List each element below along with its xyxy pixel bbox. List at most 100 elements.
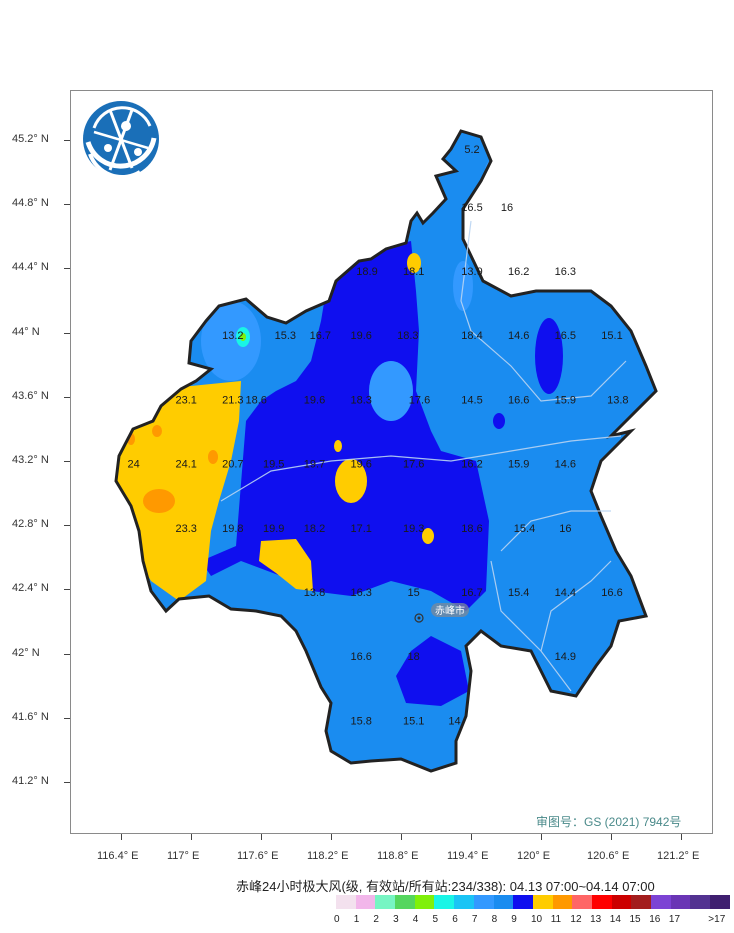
latitude-label: 41.6° N: [12, 710, 49, 723]
legend-swatch: [670, 895, 691, 909]
longitude-label: 117.6° E: [237, 850, 279, 862]
legend-swatch: [690, 895, 711, 909]
map-frame: 5.2 16.5 16 18.9 18.1 13.9 16.2 16.3 13.2 15.3 16.…: [70, 90, 713, 834]
station-value: 15.1: [601, 330, 622, 342]
legend-swatch: [710, 895, 730, 909]
legend-swatch: [434, 895, 455, 909]
latitude-tick: [64, 589, 70, 591]
longitude-label: 119.4° E: [447, 850, 489, 862]
legend-swatch: [454, 895, 474, 909]
latitude-tick: [64, 782, 70, 783]
station-value: 24.1: [175, 459, 196, 471]
latitude-label: 41.2° N: [12, 775, 49, 787]
station-value: 15.9: [555, 394, 576, 406]
wind-level-11-area: [152, 425, 162, 437]
legend-label: 16: [649, 914, 661, 925]
station-value: 16.7: [310, 330, 331, 342]
legend-label: 0: [334, 914, 340, 925]
station-value: 19.5: [263, 459, 284, 471]
legend-label: 4: [412, 914, 419, 925]
wind-level-4-area: [240, 333, 246, 341]
station-value: 16.3: [555, 266, 576, 278]
latitude-tick: [64, 396, 70, 398]
station-value: 16.3: [350, 587, 371, 599]
legend-labels: 0 1 2 3 4 5 6 7 8 9 10 11 12 13 14 15 16 17 >17: [330, 914, 730, 928]
station-value: 14.4: [555, 587, 576, 599]
latitude-label: 43.2° N: [12, 454, 49, 466]
longitude-tick: [401, 834, 402, 840]
region-boundary: [114, 129, 658, 773]
legend-label: 1: [353, 914, 360, 925]
legend-label: 12: [570, 914, 582, 925]
river-line: [540, 560, 612, 652]
river-line: [490, 560, 572, 692]
station-value: 16.6: [601, 587, 622, 599]
legend-label: 2: [373, 914, 379, 925]
legend-swatch: [473, 895, 494, 909]
latitude-tick: [64, 653, 70, 655]
legend-label: 5: [432, 914, 439, 925]
station-value: 15.4: [514, 523, 535, 535]
wind-level-10-area: [334, 440, 342, 452]
legend-swatch: [572, 895, 592, 909]
station-value: 18.4: [461, 330, 482, 342]
station-value: 13.8: [304, 587, 325, 599]
station-value: 16.5: [461, 202, 482, 214]
legend-title: 赤峰24小时极大风(级, 有效站/所有站:234/338): 04.13 07:…: [236, 879, 655, 894]
latitude-tick: [64, 332, 70, 334]
station-value: 14.6: [555, 459, 576, 471]
latitude-label: 42.8° N: [12, 518, 49, 531]
station-value: 18.6: [461, 523, 482, 535]
legend-swatch: [591, 895, 612, 909]
station-value: 13.2: [222, 330, 243, 342]
station-value: 24: [128, 459, 140, 471]
station-value: 16.7: [461, 587, 482, 599]
legend-label: 14: [609, 914, 621, 925]
river-line: [460, 220, 627, 402]
latitude-label: 44.4° N: [12, 261, 49, 274]
legend-label: >17: [708, 914, 726, 925]
station-values: 5.2 16.5 16 18.9 18.1 13.9 16.2 16.3 13.2 15.3 16.…: [128, 144, 629, 727]
latitude-tick: [64, 268, 70, 270]
rivers: [220, 220, 627, 692]
legend-label: 15: [629, 914, 641, 925]
station-value: 17.6: [409, 394, 430, 406]
longitude-label: 116.4° E: [97, 850, 139, 862]
wind-level-9-area: [201, 241, 489, 611]
legend-swatch: [375, 895, 396, 909]
wind-level-9-area: [493, 413, 505, 429]
station-value: 14.9: [555, 651, 576, 663]
legend-label: 11: [550, 914, 562, 925]
longitude-label: 117° E: [167, 850, 200, 862]
wind-map[interactable]: 5.2 16.5 16 18.9 18.1 13.9 16.2 16.3 13.2 15.3 16.…: [71, 91, 712, 833]
legend-label: 9: [511, 914, 517, 925]
latitude-tick: [64, 717, 70, 719]
station-value: 23.1: [175, 394, 196, 406]
city-marker[interactable]: 赤峰市: [414, 603, 469, 623]
station-value: 15.4: [508, 587, 529, 599]
station-value: 19.6: [350, 330, 371, 342]
station-value: 19.3: [403, 523, 424, 535]
latitude-label: 45.2° N: [12, 133, 49, 145]
wind-level-7-area: [201, 301, 261, 381]
longitude-tick: [611, 834, 612, 840]
longitude-label: 118.8° E: [377, 850, 419, 862]
legend-swatch: [651, 895, 671, 909]
station-value: 19.9: [263, 523, 284, 535]
station-value: 19.8: [222, 523, 243, 535]
latitude-tick: [64, 140, 70, 141]
longitude-tick: [121, 834, 122, 840]
station-value: 16.2: [508, 266, 529, 278]
station-value: 16.5: [555, 330, 576, 342]
wind-level-7-area: [369, 361, 413, 421]
station-value: 16.6: [508, 394, 529, 406]
legend-swatch: [552, 895, 573, 909]
longitude-label: 120.6° E: [587, 850, 630, 862]
station-value: 18.2: [304, 523, 325, 535]
longitude-tick: [331, 834, 332, 840]
legend-label: 7: [471, 914, 478, 925]
longitude-tick: [261, 834, 262, 840]
legend-swatch: [355, 895, 376, 909]
legend-label: 10: [531, 914, 543, 925]
legend-swatch: [611, 895, 632, 909]
